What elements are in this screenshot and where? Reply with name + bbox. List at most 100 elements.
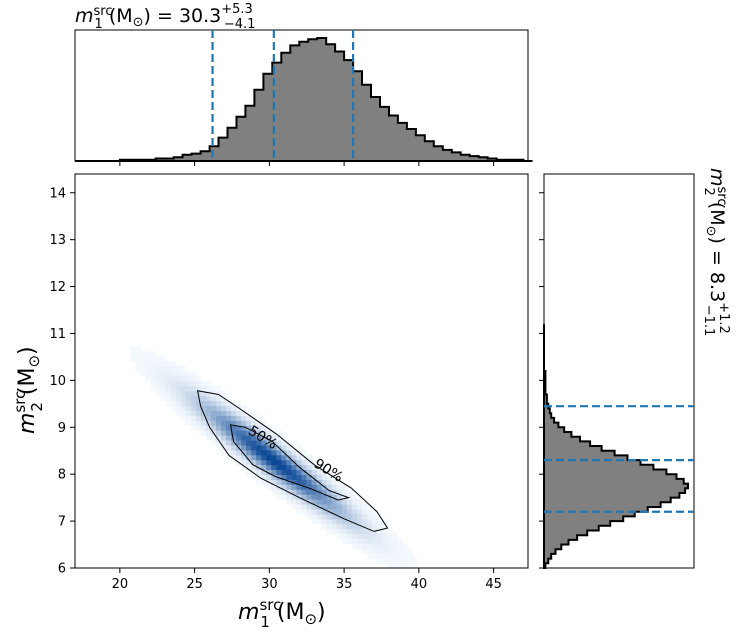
density-cell — [226, 405, 232, 411]
density-cell — [316, 484, 323, 490]
density-cell — [190, 380, 197, 387]
density-cell — [286, 484, 293, 490]
density-cell — [346, 513, 353, 520]
density-cell — [215, 405, 222, 411]
density-cell — [261, 430, 267, 436]
density-cell — [251, 454, 257, 461]
density-cell — [251, 435, 257, 441]
density-cell — [276, 489, 282, 495]
density-cell — [145, 371, 152, 377]
density-cell — [200, 405, 207, 411]
density-cell — [336, 508, 343, 515]
density-cell — [377, 543, 383, 549]
density-cell — [377, 523, 383, 530]
density-cell — [205, 430, 212, 436]
density-cell — [236, 425, 242, 431]
m2-marginal-ticks — [539, 192, 544, 569]
density-cell — [241, 444, 247, 451]
density-cell — [366, 513, 373, 520]
density-cell — [215, 430, 222, 436]
density-cell — [291, 474, 298, 480]
density-cell — [246, 435, 252, 441]
density-cell — [261, 464, 267, 471]
density-cell — [331, 484, 338, 490]
density-cell — [387, 528, 393, 535]
density-cell — [185, 375, 192, 382]
density-cell — [356, 518, 363, 525]
density-cell — [241, 464, 247, 471]
density-cell — [296, 494, 303, 500]
density-cell — [392, 563, 398, 568]
density-cell — [165, 400, 172, 407]
density-cell — [356, 533, 363, 540]
density-cell — [316, 474, 323, 480]
density-cell — [321, 474, 328, 480]
density-cell — [321, 464, 328, 471]
density-cell — [195, 415, 202, 421]
density-cell — [190, 400, 197, 407]
density-cell — [251, 430, 257, 436]
density-cell — [276, 464, 282, 471]
density-cell — [185, 415, 192, 421]
density-cell — [190, 420, 197, 426]
density-cell — [377, 553, 383, 559]
density-cell — [392, 553, 398, 559]
density-cell — [346, 489, 353, 495]
density-cell — [276, 494, 282, 500]
density-cell — [145, 361, 152, 367]
density-cell — [180, 385, 187, 392]
density-cell — [231, 430, 237, 436]
density-cell — [397, 538, 403, 544]
density-cell — [387, 558, 393, 564]
density-cell — [205, 415, 212, 421]
density-cell — [271, 459, 277, 466]
density-cell — [341, 489, 348, 495]
density-cell — [382, 543, 388, 549]
density-cell — [266, 439, 272, 446]
density-cell — [261, 425, 267, 431]
density-cell — [180, 380, 187, 387]
density-cell — [165, 361, 172, 367]
density-cell — [271, 479, 277, 485]
density-cell — [346, 538, 353, 544]
density-cell — [361, 503, 368, 510]
density-cell — [261, 474, 267, 480]
density-cell — [190, 385, 197, 392]
density-cell — [387, 563, 393, 568]
density-cell — [407, 548, 413, 554]
density-cell — [366, 518, 373, 525]
density-cell — [246, 415, 252, 421]
density-cell — [341, 508, 348, 515]
density-cell — [155, 361, 162, 367]
density-cell — [210, 385, 217, 392]
density-cell — [175, 405, 182, 411]
density-cell — [215, 395, 222, 402]
density-cell — [281, 439, 287, 446]
density-cell — [291, 454, 298, 461]
density-cell — [160, 375, 167, 382]
density-cell — [271, 469, 277, 476]
y-tick-label: 8 — [58, 468, 66, 483]
density-cell — [371, 543, 378, 549]
density-cell — [256, 435, 262, 441]
density-cell — [175, 385, 182, 392]
density-cell — [281, 479, 287, 485]
density-cell — [286, 444, 293, 451]
density-cell — [160, 390, 167, 397]
density-cell — [200, 380, 207, 387]
density-cell — [266, 474, 272, 480]
density-cell — [361, 513, 368, 520]
density-cell — [215, 420, 222, 426]
density-cell — [231, 454, 237, 461]
density-cell — [321, 499, 328, 505]
density-cell — [241, 420, 247, 426]
density-cell — [140, 371, 147, 377]
density-cell — [190, 425, 197, 431]
density-cell — [200, 420, 207, 426]
density-cell — [286, 464, 293, 471]
joint-panel-frame — [74, 173, 529, 569]
density-cell — [190, 410, 197, 416]
density-cell — [175, 380, 182, 387]
density-cell — [311, 469, 318, 476]
density-cell — [256, 439, 262, 446]
